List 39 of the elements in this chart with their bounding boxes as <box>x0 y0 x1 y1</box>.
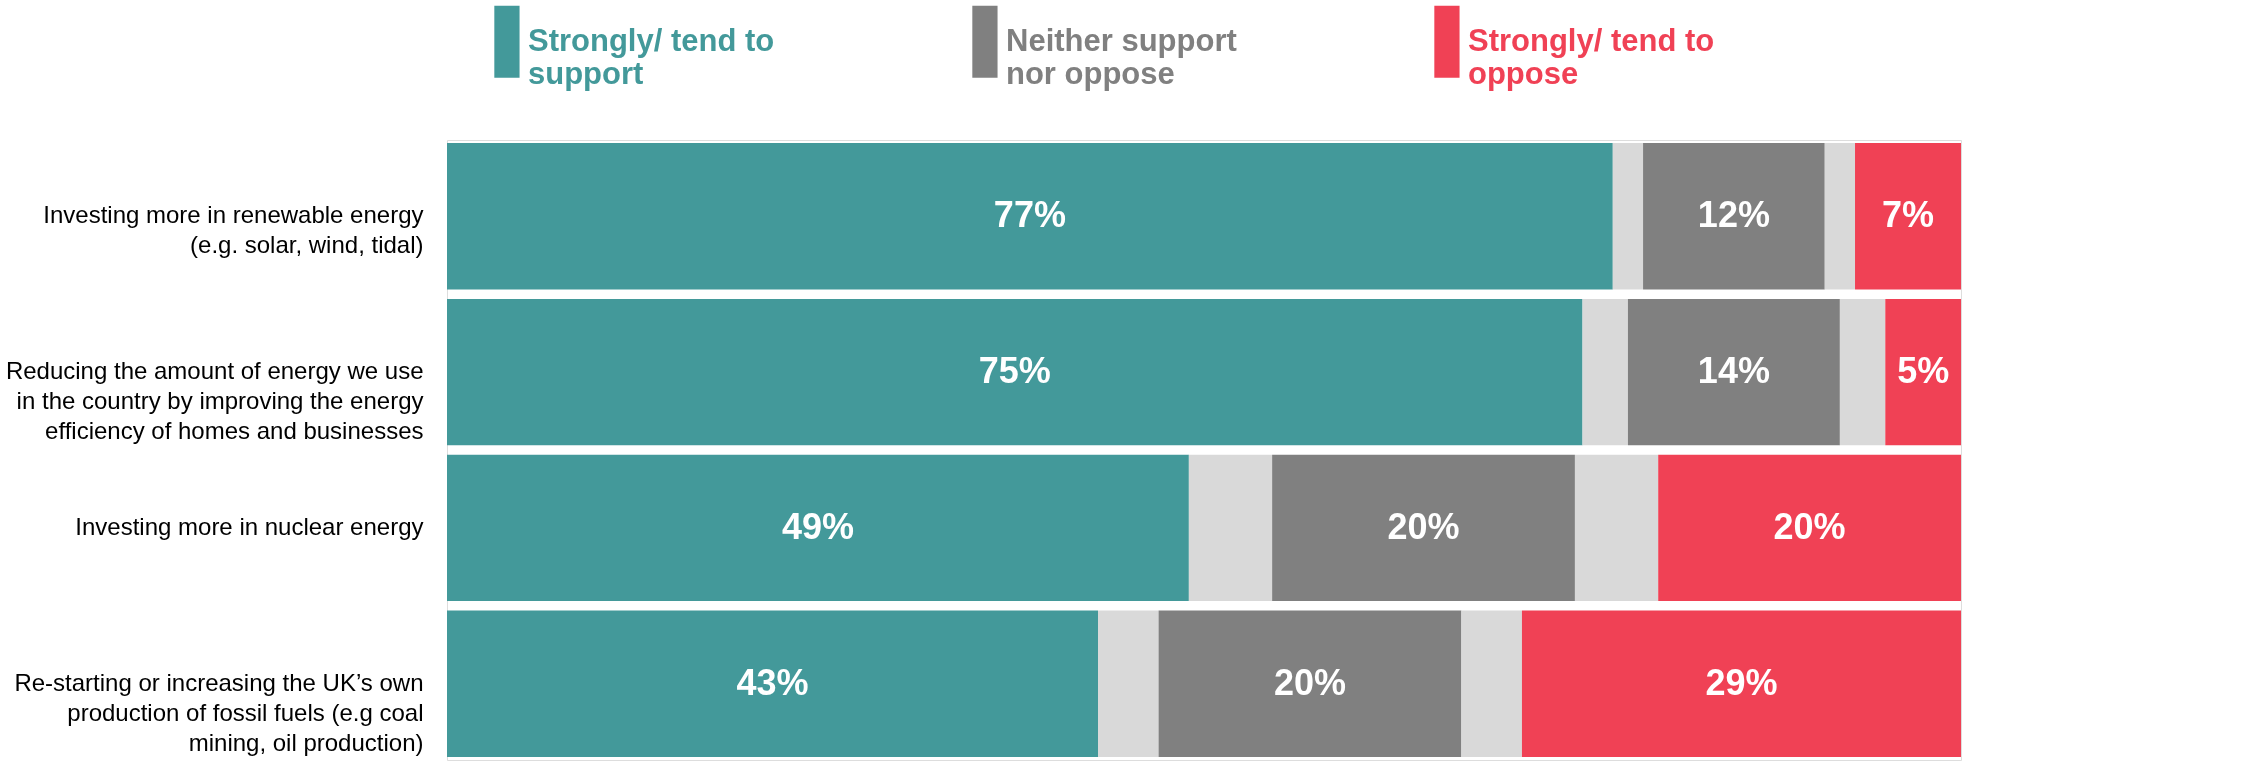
data-label: 20% <box>1773 505 1846 547</box>
data-label: 14% <box>1697 350 1770 392</box>
bar <box>1658 454 1961 602</box>
bar <box>447 610 1099 757</box>
bar <box>447 298 1583 446</box>
legend-label: Strongly/ tend to support <box>528 22 775 91</box>
bar <box>1098 610 1159 757</box>
data-label: 43% <box>736 661 809 703</box>
bar <box>1643 143 1825 290</box>
bar <box>1885 298 1961 446</box>
bar <box>1272 454 1575 602</box>
data-label: 77% <box>993 194 1066 236</box>
y-tick-label: Investing more in renewable energy (e.g. solar, wind, tidal) <box>43 201 424 259</box>
bar <box>1627 298 1840 446</box>
bar <box>447 143 1613 290</box>
bar <box>1839 298 1886 446</box>
y-tick-label: Reducing the amount of energy we use in the country by improving the energy efficiency of homes and businesses <box>5 357 424 445</box>
bar <box>1574 454 1659 602</box>
bar <box>1824 143 1856 290</box>
bar <box>1158 610 1462 757</box>
data-label: 7% <box>1881 194 1935 236</box>
bar <box>1521 610 1961 757</box>
data-label: 12% <box>1697 194 1770 236</box>
bar <box>1461 610 1522 757</box>
bar <box>1582 298 1628 446</box>
data-label: 75% <box>978 350 1051 392</box>
data-label: 20% <box>1387 505 1460 547</box>
legend-label: Neither support nor oppose <box>1006 22 1237 91</box>
data-label: 29% <box>1705 661 1778 703</box>
bar <box>1188 454 1273 602</box>
data-label: 5% <box>1897 350 1950 392</box>
legend-label: Strongly/ tend to oppose <box>1468 22 1715 91</box>
bar <box>447 454 1189 602</box>
y-tick-label: Investing more in nuclear energy <box>75 512 424 540</box>
data-label: 49% <box>781 505 854 547</box>
bar <box>1612 143 1644 290</box>
y-tick-label: Re-starting or increasing the UK’s own production of fossil fuels (e.g coal mining, oil production) <box>14 668 424 756</box>
bar <box>1855 143 1961 290</box>
data-label: 20% <box>1273 661 1347 703</box>
